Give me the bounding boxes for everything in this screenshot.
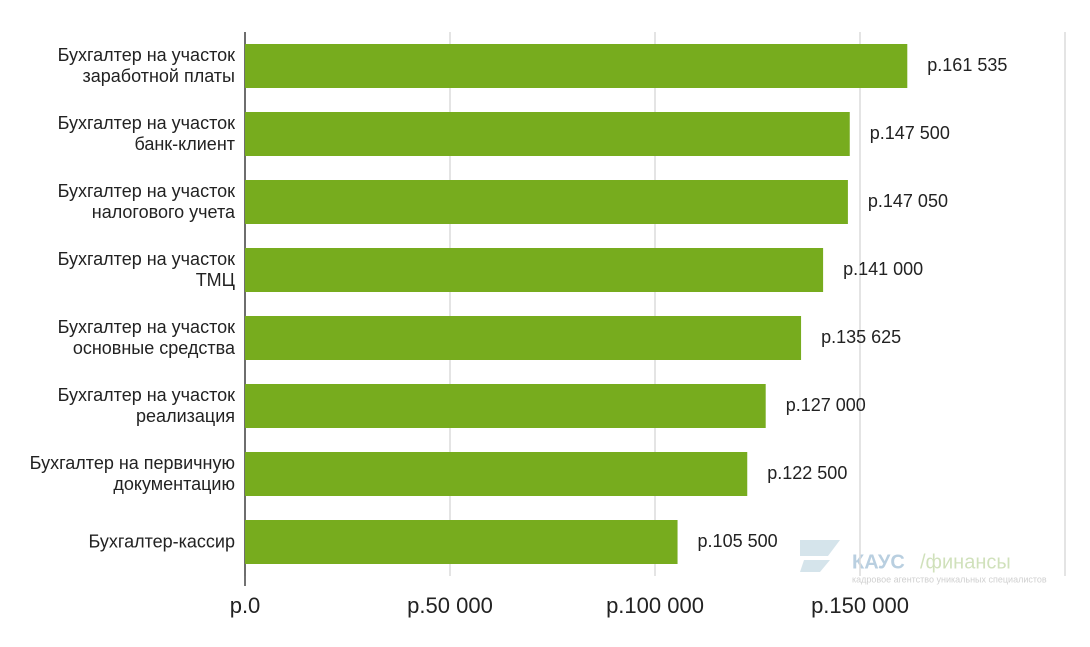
- watermark-brand: КАУС: [852, 551, 905, 573]
- value-label: р.147 500: [870, 123, 950, 143]
- bar: [245, 520, 678, 564]
- value-label: р.141 000: [843, 259, 923, 279]
- bar: [245, 180, 848, 224]
- category-label: Бухгалтер на участок банк-клиент: [57, 113, 235, 154]
- value-label: р.122 500: [767, 463, 847, 483]
- x-tick-label: р.100 000: [606, 593, 704, 618]
- watermark-suffix: /финансы: [920, 551, 1011, 573]
- bar: [245, 452, 748, 496]
- category-label: Бухгалтер на участок основные средства: [57, 317, 235, 358]
- bar: [245, 248, 824, 292]
- category-label: Бухгалтер на участок ТМЦ: [57, 249, 235, 290]
- bar: [245, 112, 850, 156]
- watermark-logo: [800, 540, 840, 572]
- watermark-tagline: кадровое агентство уникальных специалист…: [852, 574, 1047, 584]
- value-label: р.105 500: [698, 531, 778, 551]
- category-label: Бухгалтер на участок заработной платы: [57, 45, 235, 86]
- value-label: р.161 535: [927, 55, 1007, 75]
- x-tick-label: р.0: [230, 593, 261, 618]
- category-label: Бухгалтер на участок налогового учета: [57, 181, 235, 222]
- category-label: Бухгалтер на участок реализация: [57, 385, 235, 426]
- bar: [245, 384, 766, 428]
- x-tick-label: р.50 000: [407, 593, 493, 618]
- category-label: Бухгалтер на первичную документацию: [29, 453, 235, 494]
- value-label: р.135 625: [821, 327, 901, 347]
- bar: [245, 44, 908, 88]
- bar: [245, 316, 802, 360]
- value-label: р.127 000: [786, 395, 866, 415]
- x-tick-label: р.150 000: [811, 593, 909, 618]
- watermark: КАУС /финансы кадровое агентство уникаль…: [800, 540, 1047, 584]
- value-label: р.147 050: [868, 191, 948, 211]
- category-label: Бухгалтер-кассир: [88, 531, 235, 552]
